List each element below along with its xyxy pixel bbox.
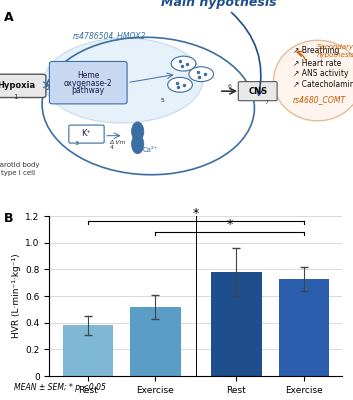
- Text: MEAN ± SEM; * p <0.05: MEAN ± SEM; * p <0.05: [14, 383, 106, 392]
- Bar: [130, 307, 181, 376]
- Text: Heme: Heme: [77, 72, 100, 80]
- Ellipse shape: [132, 135, 144, 154]
- Ellipse shape: [44, 38, 203, 123]
- Text: 1: 1: [14, 94, 18, 100]
- Text: 7: 7: [265, 100, 269, 105]
- Text: oxygenase-2: oxygenase-2: [64, 79, 113, 88]
- Text: CNS: CNS: [248, 87, 267, 96]
- Text: ↗ Catecholamines: ↗ Catecholamines: [293, 80, 353, 89]
- Text: ↗ Heart rate: ↗ Heart rate: [293, 59, 341, 68]
- Text: Secondary: Secondary: [317, 44, 353, 50]
- Text: Ca²⁺: Ca²⁺: [143, 146, 158, 152]
- Bar: [63, 325, 113, 376]
- Text: Carotid body: Carotid body: [0, 162, 40, 168]
- Text: *: *: [227, 218, 233, 231]
- Text: 4: 4: [109, 146, 113, 150]
- Text: rs4786504_HMOX2: rs4786504_HMOX2: [73, 31, 146, 40]
- Text: 3: 3: [74, 141, 78, 146]
- Text: B: B: [4, 212, 13, 225]
- Text: rs4680_COMT: rs4680_COMT: [293, 95, 346, 104]
- Text: ↗ Breathing: ↗ Breathing: [293, 46, 339, 55]
- Bar: [211, 272, 262, 376]
- FancyBboxPatch shape: [238, 82, 277, 101]
- Text: Hypoxia: Hypoxia: [0, 81, 35, 90]
- FancyBboxPatch shape: [49, 62, 127, 104]
- Text: ↗ ANS activity: ↗ ANS activity: [293, 69, 348, 78]
- Circle shape: [171, 56, 196, 71]
- Bar: [279, 279, 329, 376]
- Ellipse shape: [274, 40, 353, 121]
- Text: Δ Vm: Δ Vm: [109, 140, 126, 145]
- Text: A: A: [4, 10, 13, 24]
- Text: Main hypothesis: Main hypothesis: [161, 0, 277, 9]
- FancyBboxPatch shape: [0, 74, 46, 98]
- Text: *: *: [193, 207, 199, 220]
- Circle shape: [189, 67, 214, 82]
- Ellipse shape: [132, 122, 144, 141]
- FancyBboxPatch shape: [69, 125, 104, 143]
- Y-axis label: HVR (L·min⁻¹·kg⁻¹): HVR (L·min⁻¹·kg⁻¹): [12, 254, 21, 338]
- Circle shape: [168, 77, 192, 92]
- Text: hypothesis: hypothesis: [316, 52, 353, 58]
- Text: 5: 5: [161, 98, 164, 103]
- Text: K⁺: K⁺: [82, 130, 91, 138]
- Text: 2: 2: [46, 86, 50, 91]
- Text: type I cell: type I cell: [1, 170, 35, 176]
- Text: 6: 6: [228, 84, 232, 89]
- Text: pathway: pathway: [72, 86, 105, 95]
